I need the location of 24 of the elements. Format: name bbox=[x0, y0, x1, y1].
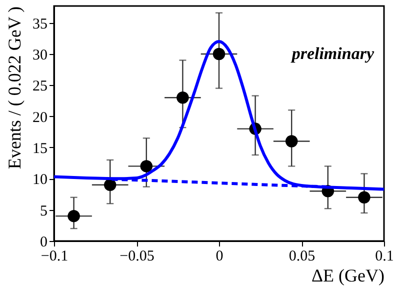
line-series bbox=[52, 40, 386, 191]
y-tick-label: 5 bbox=[40, 203, 48, 220]
point bbox=[176, 92, 189, 104]
x-tick-label: −0.05 bbox=[120, 248, 154, 264]
x-tick-label: −0.1 bbox=[40, 248, 68, 264]
x-tick-label: 0.05 bbox=[288, 248, 316, 264]
y-tick-label: 15 bbox=[32, 141, 48, 157]
point bbox=[285, 135, 298, 148]
y-tick-label: 0 bbox=[40, 234, 48, 250]
annotation: preliminary bbox=[290, 44, 374, 63]
y-tick-label: 10 bbox=[32, 172, 48, 188]
x-axis-title: ΔE (GeV) bbox=[311, 266, 385, 286]
y-tick-label: 35 bbox=[32, 16, 48, 32]
x-tick-label: 0.1 bbox=[375, 248, 394, 264]
point bbox=[140, 160, 153, 172]
y-tick-label: 30 bbox=[32, 47, 48, 64]
x-tick-label: 0 bbox=[216, 248, 224, 264]
point bbox=[68, 210, 80, 222]
y-axis-title: Events / ( 0.022 GeV ) bbox=[4, 6, 24, 170]
y-tick-label: 20 bbox=[32, 110, 48, 126]
point bbox=[212, 48, 226, 60]
point bbox=[104, 178, 116, 192]
y-tick-label: 25 bbox=[32, 78, 48, 95]
point bbox=[358, 191, 370, 204]
